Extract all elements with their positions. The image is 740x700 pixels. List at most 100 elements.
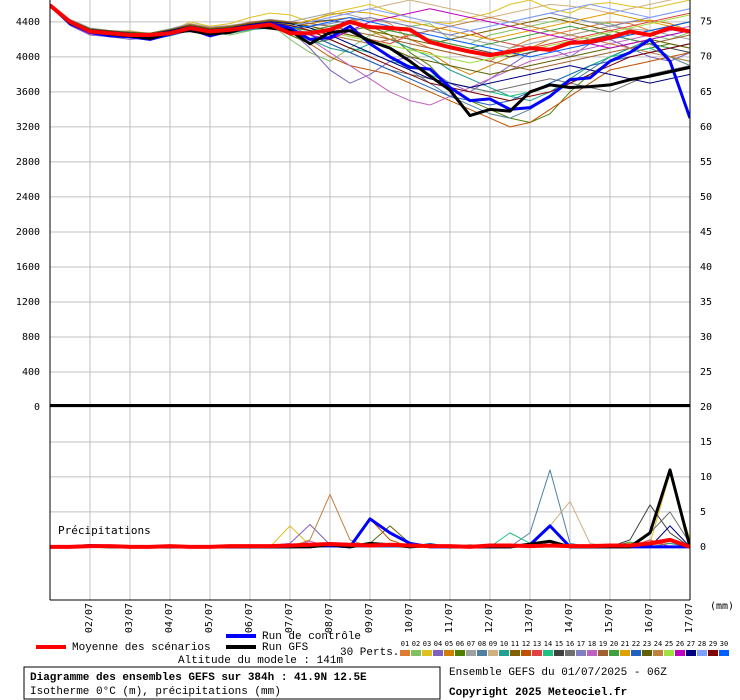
x-tick-label: 02/07 [84,603,95,633]
unit-label: (mm) [710,601,734,612]
legend-label: 19 [599,640,607,648]
series-line [50,3,690,58]
y2-tick-label: 40 [700,262,712,273]
y-tick-label: 0 [34,402,40,413]
legend-swatch [488,650,498,656]
legend-swatch [631,650,641,656]
series-line [50,537,690,549]
legend-swatch [609,650,619,656]
legend-label: 17 [577,640,585,648]
legend-label: Moyenne des scénarios [72,642,211,654]
y-tick-label: 2000 [16,227,40,238]
x-tick-label: 07/07 [284,603,295,633]
series-line [50,4,690,118]
legend-swatch [653,650,663,656]
y2-tick-label: 30 [700,332,712,343]
legend-swatch [532,650,542,656]
y2-tick-label: 50 [700,192,712,203]
x-tick-label: 03/07 [124,603,135,633]
legend-label: 16 [566,640,574,648]
title-box [23,666,441,700]
legend-swatch [422,650,432,656]
y-tick-label: 3600 [16,87,40,98]
legend-label: Run de contrôle [262,631,361,643]
x-tick-label: 12/07 [484,603,495,633]
y-tick-label: 3200 [16,122,40,133]
y-tick-label: 1200 [16,297,40,308]
chart-title: Diagramme des ensembles GEFS sur 384h : … [30,672,367,684]
legend-swatch [675,650,685,656]
legend-label: 03 [423,640,431,648]
legend-swatch [719,650,729,656]
legend-swatch [477,650,487,656]
legend: 01 02 03 04 05 06 07 08 09 10 11 12 13 14 15 16 17 18 19 20… [36,631,729,656]
x-tick-label: 04/07 [164,603,175,633]
legend-label: 23 [643,640,651,648]
y-tick-label: 800 [22,332,40,343]
legend-swatch [587,650,597,656]
x-tick-label: 06/07 [244,603,255,633]
y-tick-label: 10 [700,472,712,483]
legend-swatch [708,650,718,656]
perts-label: 30 Perts. [340,647,399,659]
legend-swatch [686,650,696,656]
altitude: Altitude du modele : 141m [178,655,343,667]
legend-label: 02 [412,640,420,648]
legend-swatch [598,650,608,656]
legend-label: 04 [434,640,442,648]
legend-label: 30 [720,640,728,648]
x-tick-label: 14/07 [564,603,575,633]
y-tick-label: 20 [700,402,712,413]
x-tick-label: 13/07 [524,603,535,633]
y2-tick-label: 55 [700,157,712,168]
x-tick-label: 16/07 [644,603,655,633]
series-group [50,468,690,549]
legend-label: 10 [500,640,508,648]
y-tick-label: 0 [700,542,706,553]
legend-swatch [455,650,465,656]
legend-label: 01 [401,640,409,648]
legend-label: 08 [478,640,486,648]
legend-swatch [466,650,476,656]
legend-label: 20 [610,640,618,648]
y-tick-label: 400 [22,367,40,378]
legend-swatch [576,650,586,656]
x-tick-label: 09/07 [364,603,375,633]
copyright: Copyright 2025 Meteociel.fr [449,687,627,699]
legend-label: 24 [654,640,662,648]
legend-swatch [620,650,630,656]
precip-annotation: Précipitations [58,524,151,537]
x-tick-label: 17/07 [684,603,695,633]
legend-label: 18 [588,640,596,648]
frame [49,0,691,601]
run-info: Ensemble GEFS du 01/07/2025 - 06Z [449,667,667,679]
legend-label: Run GFS [262,642,309,654]
series-line [50,3,690,75]
y-tick-label: 4000 [16,52,40,63]
legend-label: 13 [533,640,541,648]
legend-label: 06 [456,640,464,648]
legend-label: 12 [522,640,530,648]
legend-swatch [510,650,520,656]
series-group [50,0,690,128]
y2-tick-label: 65 [700,87,712,98]
legend-swatch [664,650,674,656]
legend-label: 28 [698,640,706,648]
legend-label: 05 [445,640,453,648]
legend-swatch [543,650,553,656]
y2-tick-label: 60 [700,122,712,133]
legend-label: 07 [467,640,475,648]
legend-swatch [697,650,707,656]
legend-swatch [411,650,421,656]
legend-label: 22 [632,640,640,648]
legend-swatch [565,650,575,656]
x-tick-label: 10/07 [404,603,415,633]
legend-label: 29 [709,640,717,648]
legend-swatch [433,650,443,656]
y2-tick-label: 45 [700,227,712,238]
legend-swatch [554,650,564,656]
x-tick-label: 15/07 [604,603,615,633]
plot-lines [50,0,690,549]
y2-tick-label: 35 [700,297,712,308]
y2-tick-label: 70 [700,52,712,63]
